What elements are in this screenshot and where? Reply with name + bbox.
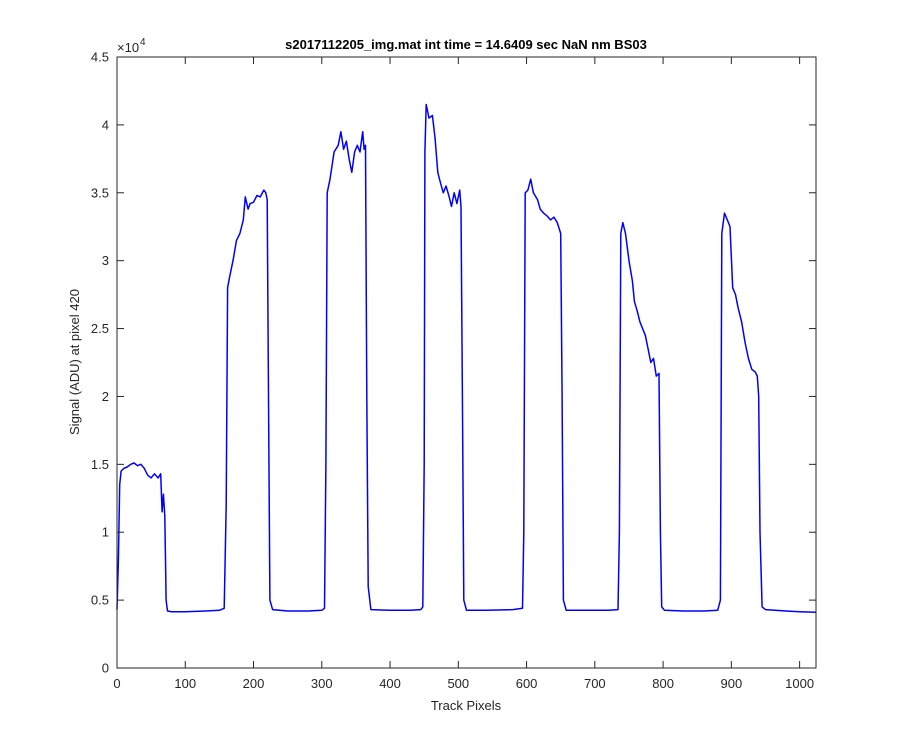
x-tick-label: 800 — [652, 676, 674, 691]
chart-title: s2017112205_img.mat int time = 14.6409 s… — [285, 37, 647, 52]
x-axis-ticks: 0 100 200 300 400 500 600 700 800 900 1000 — [113, 57, 814, 691]
x-tick-label: 1000 — [785, 676, 814, 691]
y-tick-label: 0.5 — [91, 593, 109, 608]
y-tick-label: 3 — [102, 253, 109, 268]
x-tick-label: 500 — [447, 676, 469, 691]
y-tick-label: 3.5 — [91, 185, 109, 200]
y-tick-label: 4 — [102, 117, 109, 132]
y-tick-label: 2 — [102, 389, 109, 404]
axes-box — [116, 56, 817, 669]
y-axis-label: Signal (ADU) at pixel 420 — [67, 289, 82, 435]
y-tick-label: 1 — [102, 525, 109, 540]
x-tick-label: 400 — [379, 676, 401, 691]
x-tick-label: 600 — [516, 676, 538, 691]
x-tick-label: 300 — [311, 676, 333, 691]
x-tick-label: 700 — [584, 676, 606, 691]
y-exponent-base: ×10 — [117, 40, 139, 55]
y-tick-label: 4.5 — [91, 50, 109, 65]
x-axis-label: Track Pixels — [431, 698, 502, 713]
y-tick-label: 2.5 — [91, 321, 109, 336]
series-layer — [116, 103, 817, 614]
y-exponent-power: 4 — [140, 37, 146, 48]
y-axis-ticks: 0 0.5 1 1.5 2 2.5 3 3.5 4 4.5 — [91, 50, 816, 676]
series-line-0 — [116, 103, 817, 614]
x-tick-label: 900 — [721, 676, 743, 691]
y-tick-label: 0 — [102, 661, 109, 676]
x-tick-label: 200 — [243, 676, 265, 691]
x-tick-label: 100 — [174, 676, 196, 691]
y-tick-label: 1.5 — [91, 457, 109, 472]
plot-area — [117, 57, 816, 668]
x-tick-label: 0 — [113, 676, 120, 691]
